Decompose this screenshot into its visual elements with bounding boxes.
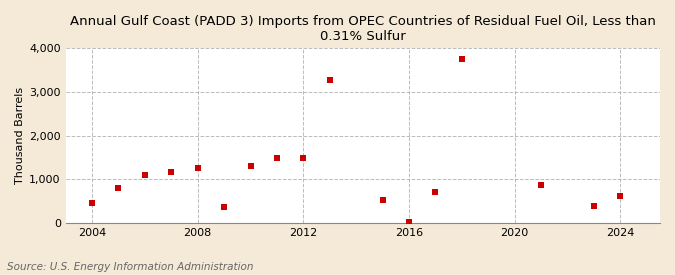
Point bbox=[536, 183, 547, 187]
Y-axis label: Thousand Barrels: Thousand Barrels bbox=[15, 87, 25, 184]
Point bbox=[113, 186, 124, 190]
Point bbox=[456, 57, 467, 61]
Point bbox=[140, 173, 151, 177]
Point bbox=[377, 198, 388, 203]
Point bbox=[86, 201, 97, 206]
Point bbox=[245, 164, 256, 168]
Point bbox=[589, 204, 599, 208]
Text: Source: U.S. Energy Information Administration: Source: U.S. Energy Information Administ… bbox=[7, 262, 253, 272]
Point bbox=[298, 155, 308, 160]
Point bbox=[219, 205, 230, 210]
Point bbox=[404, 220, 414, 224]
Point bbox=[271, 156, 282, 160]
Title: Annual Gulf Coast (PADD 3) Imports from OPEC Countries of Residual Fuel Oil, Les: Annual Gulf Coast (PADD 3) Imports from … bbox=[70, 15, 656, 43]
Point bbox=[430, 190, 441, 194]
Point bbox=[325, 78, 335, 82]
Point bbox=[192, 166, 203, 170]
Point bbox=[166, 169, 177, 174]
Point bbox=[615, 193, 626, 198]
